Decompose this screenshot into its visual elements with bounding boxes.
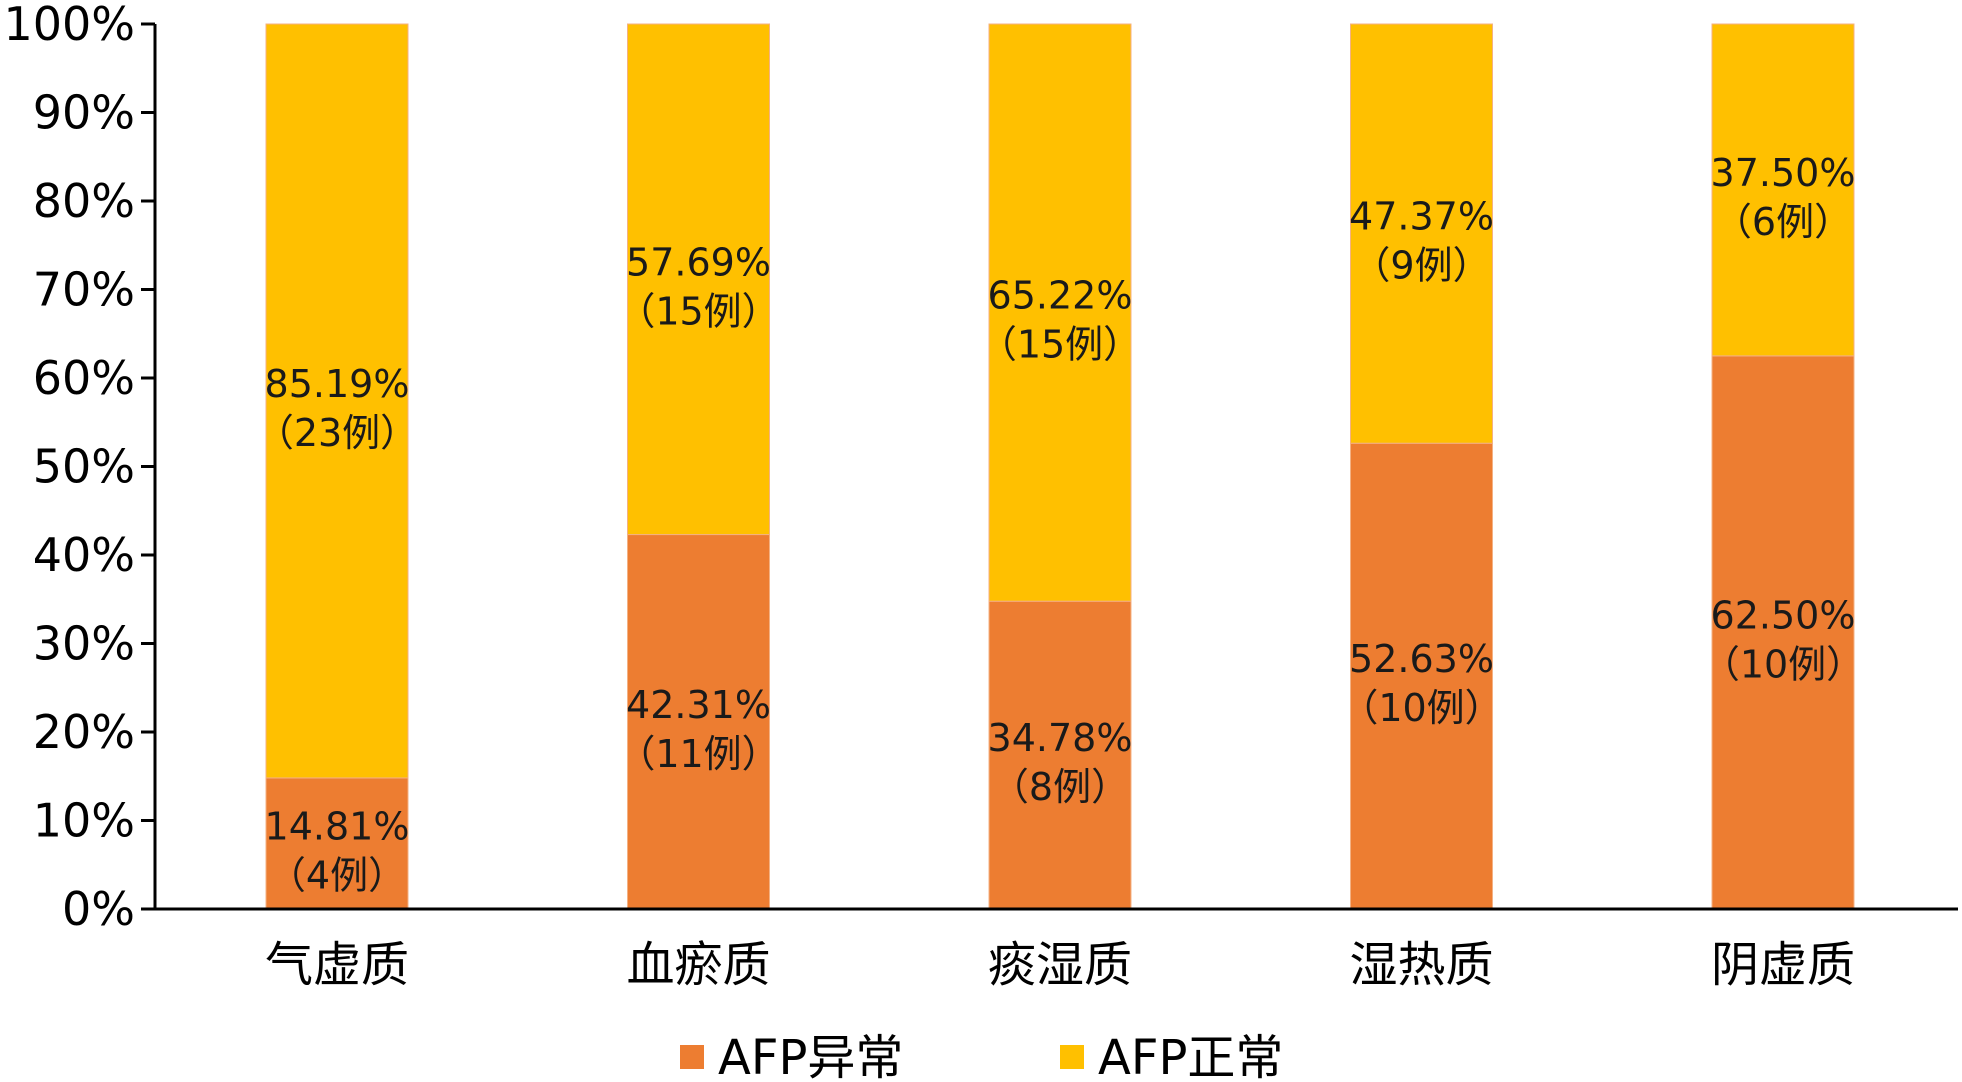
data-label-count: （15例） — [617, 289, 779, 333]
bar-segment — [265, 23, 409, 779]
legend-swatch — [680, 1045, 704, 1069]
x-category-label: 湿热质 — [1349, 937, 1493, 993]
x-category-label: 阴虚质 — [1711, 937, 1855, 993]
data-label-count: （10例） — [1702, 642, 1864, 686]
data-label-percent: 47.37% — [1349, 195, 1494, 239]
data-label-count: （23例） — [256, 411, 418, 455]
y-tick-label: 50% — [33, 440, 135, 494]
y-tick-label: 60% — [33, 351, 135, 405]
data-label-percent: 65.22% — [988, 274, 1133, 318]
y-tick-label: 20% — [33, 705, 135, 759]
data-label-count: （9例） — [1352, 244, 1490, 288]
data-labels-layer: 14.81% （4例） 85.19% （23例） 42.31% （11例） 57.69% （1… — [256, 151, 1864, 898]
data-label-count: （11例） — [617, 732, 779, 776]
legend-label: AFP异常 — [718, 1030, 903, 1082]
legend-swatch — [1060, 1045, 1084, 1069]
data-label-count: （8例） — [991, 765, 1129, 809]
bar-segment — [1350, 442, 1493, 910]
data-label-percent: 34.78% — [988, 716, 1133, 760]
data-label-count: （10例） — [1340, 686, 1502, 730]
bar-segment — [1350, 23, 1493, 444]
data-label-count: （4例） — [268, 853, 406, 897]
x-category-label: 痰湿质 — [988, 937, 1132, 993]
data-label-count: （15例） — [979, 323, 1141, 367]
y-tick-label: 80% — [33, 174, 135, 228]
data-label-percent: 62.50% — [1711, 593, 1856, 637]
legend-label: AFP正常 — [1098, 1030, 1283, 1082]
y-tick-label: 100% — [3, 0, 135, 51]
y-tick-label: 0% — [62, 882, 135, 936]
legend: AFP异常 AFP正常 — [680, 1030, 1283, 1082]
bar-segment — [988, 600, 1132, 910]
data-label-percent: 52.63% — [1349, 637, 1494, 681]
bars-layer — [265, 23, 1855, 910]
data-label-count: （6例） — [1714, 200, 1852, 244]
data-label-percent: 85.19% — [265, 362, 410, 406]
data-label-percent: 37.50% — [1711, 151, 1856, 195]
axes-layer: 0% 10% 20% 30% 40% 50% 60% 70% 80% 90% 100% 气虚质 血瘀质 痰… — [3, 0, 1958, 993]
y-tick-label: 30% — [33, 617, 135, 671]
y-tick-label: 40% — [33, 528, 135, 582]
x-category-label: 血瘀质 — [626, 937, 770, 993]
bar-segment — [265, 777, 409, 910]
x-category-label: 气虚质 — [265, 937, 409, 993]
data-label-percent: 42.31% — [626, 683, 771, 727]
bar-segment — [988, 23, 1132, 602]
data-label-percent: 14.81% — [265, 804, 410, 848]
y-tick-label: 90% — [33, 86, 135, 140]
y-tick-label: 10% — [33, 794, 135, 848]
bar-segment — [627, 23, 770, 536]
data-label-percent: 57.69% — [626, 240, 771, 284]
bar-segment — [1711, 23, 1855, 357]
y-tick-label: 70% — [33, 263, 135, 317]
